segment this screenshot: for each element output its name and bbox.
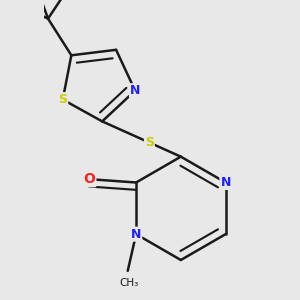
Text: N: N [131, 228, 141, 241]
Text: S: S [58, 93, 67, 106]
Text: N: N [220, 176, 231, 189]
Text: S: S [145, 136, 154, 149]
Text: CH₃: CH₃ [120, 278, 139, 287]
Text: N: N [130, 84, 140, 97]
Text: O: O [83, 172, 95, 186]
